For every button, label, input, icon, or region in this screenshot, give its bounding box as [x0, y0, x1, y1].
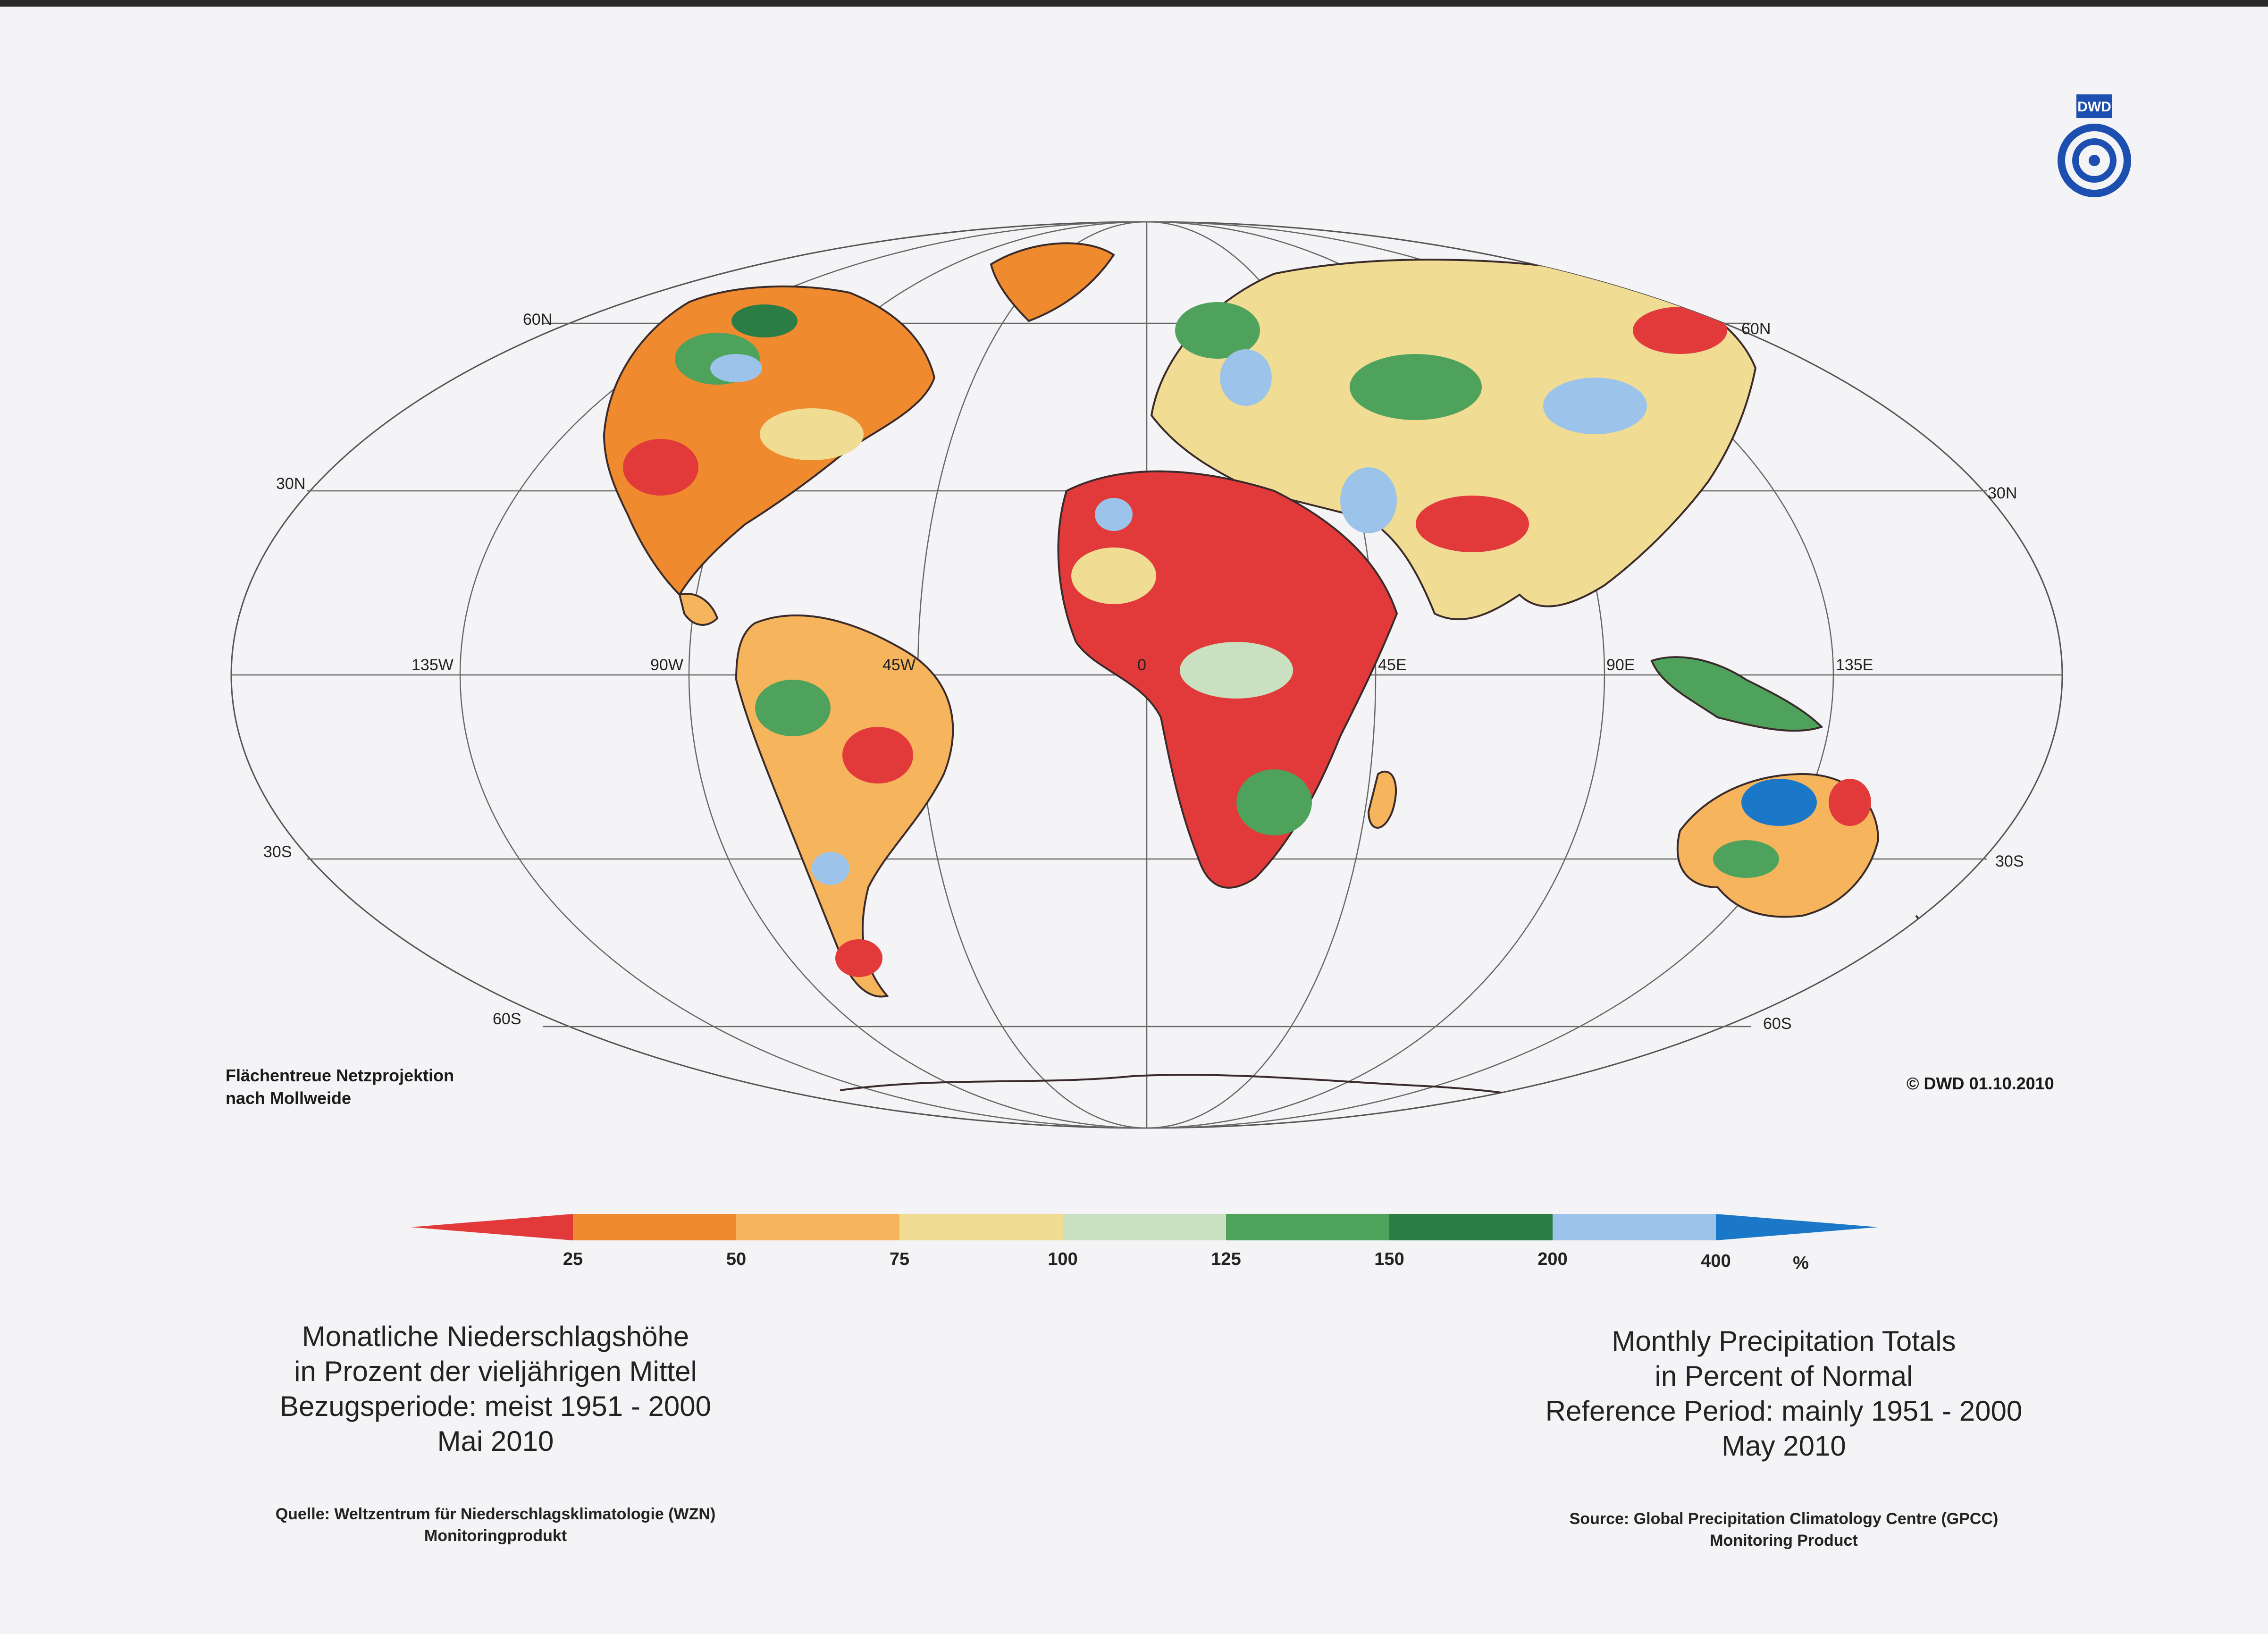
source-de-line1: Quelle: Weltzentrum für Niederschlagskli…: [275, 1505, 716, 1523]
title-en-line3: Reference Period: mainly 1951 - 2000: [1545, 1395, 2023, 1427]
title-de-line3: Bezugsperiode: meist 1951 - 2000: [280, 1390, 711, 1422]
dwd-logo-swirl-inner: [2089, 155, 2100, 166]
legend-tick-100: 100: [1048, 1249, 1077, 1269]
as-blob-2: [1543, 378, 1647, 434]
na-blob-2: [710, 354, 762, 382]
label-30s-left: 30S: [263, 843, 292, 861]
au-blob-3: [1829, 779, 1871, 826]
dwd-logo-banner: [2076, 94, 2112, 118]
legend-arrow-left: [411, 1214, 573, 1240]
legend-class-25-50: [573, 1214, 736, 1240]
antarctica: [840, 1074, 1586, 1115]
af-blob-3: [1236, 769, 1312, 835]
sa-blob-3: [812, 852, 849, 885]
legend-ticks: 25 50 75 100 125 150 200 400 %: [563, 1249, 1809, 1273]
south-america: [735, 614, 954, 998]
legend-tick-200: 200: [1537, 1249, 1567, 1269]
as-blob-4: [1633, 307, 1727, 354]
dwd-logo-swirl-outer: [2058, 124, 2131, 197]
legend-tick-75: 75: [890, 1249, 909, 1269]
greenland: [990, 242, 1115, 322]
source-en-line2: Monitoring Product: [1710, 1532, 1858, 1550]
as-blob-1: [1350, 354, 1482, 420]
label-135e: 135E: [1836, 656, 1873, 674]
scan-top-edge: [0, 0, 2268, 7]
source-german: Quelle: Weltzentrum für Niederschlagskli…: [212, 1503, 779, 1547]
latitude-labels: 60N 60N 30N 30N 30S 30S 60S 60S: [263, 311, 2024, 1033]
na-blob-5: [731, 304, 798, 337]
central-america: [678, 593, 719, 626]
legend-tick-150: 150: [1374, 1249, 1404, 1269]
title-de-line2: in Prozent der vieljährigen Mittel: [294, 1356, 697, 1387]
legend-arrow-right: [1716, 1214, 1878, 1240]
dwd-logo-text: DWD: [2077, 99, 2111, 115]
label-45w: 45W: [882, 656, 916, 674]
legend-class-100-125: [1063, 1214, 1226, 1240]
sa-blob-4: [835, 939, 882, 977]
source-de-line2: Monitoringprodukt: [424, 1527, 567, 1545]
label-30n-right: 30N: [1988, 484, 2017, 502]
source-en-line1: Source: Global Precipitation Climatology…: [1569, 1510, 1999, 1528]
legend-unit: %: [1793, 1253, 1809, 1273]
source-english: Source: Global Precipitation Climatology…: [1501, 1508, 2067, 1551]
projection-note-line2: nach Mollweide: [226, 1088, 352, 1108]
label-30s-right: 30S: [1995, 852, 2024, 870]
title-de-line4: Mai 2010: [437, 1425, 554, 1457]
label-60s-left: 60S: [493, 1010, 521, 1028]
af-blob-1: [1071, 547, 1156, 604]
label-60n-left: 60N: [523, 311, 552, 328]
madagascar: [1367, 770, 1397, 829]
na-blob-3: [623, 439, 698, 496]
continents: [603, 242, 1921, 1115]
legend-tick-400: 400: [1701, 1251, 1730, 1271]
na-blob-4: [760, 408, 864, 460]
dwd-logo-swirl-mid: [2072, 138, 2117, 183]
legend-tick-25: 25: [563, 1249, 583, 1269]
title-english: Monthly Precipitation Totals in Percent …: [1501, 1324, 2067, 1464]
title-en-line1: Monthly Precipitation Totals: [1612, 1325, 1956, 1357]
legend-tick-125: 125: [1211, 1249, 1241, 1269]
title-german: Monatliche Niederschlagshöhe in Prozent …: [236, 1319, 755, 1459]
legend-class-75-100: [899, 1214, 1063, 1240]
dwd-logo: DWD: [2058, 94, 2131, 197]
label-135w: 135W: [412, 656, 454, 674]
title-en-line2: in Percent of Normal: [1655, 1360, 1913, 1392]
label-90w: 90W: [650, 656, 683, 674]
label-60s-right: 60S: [1763, 1015, 1792, 1033]
label-0: 0: [1137, 656, 1146, 674]
eu-blob-1: [1175, 302, 1260, 359]
title-en-line4: May 2010: [1722, 1430, 1846, 1462]
sa-blob-2: [755, 680, 831, 736]
legend-class-50-75: [736, 1214, 899, 1240]
color-legend: [411, 1214, 1878, 1240]
af-blob-2: [1180, 642, 1293, 699]
label-30n-left: 30N: [276, 475, 305, 493]
sa-blob-1: [842, 727, 913, 783]
as-blob-5: [1340, 467, 1397, 533]
australia: [1676, 773, 1880, 918]
af-blob-4: [1095, 498, 1133, 531]
projection-note: Flächentreue Netzprojektion nach Mollwei…: [226, 1064, 454, 1110]
label-90e: 90E: [1606, 656, 1635, 674]
copyright: © DWD 01.10.2010: [1907, 1074, 2054, 1093]
title-de-line1: Monatliche Niederschlagshöhe: [302, 1321, 689, 1352]
label-60n-right: 60N: [1741, 320, 1771, 338]
legend-class-200-400: [1553, 1214, 1716, 1240]
legend-tick-50: 50: [726, 1249, 746, 1269]
new-zealand: [1906, 915, 1921, 954]
maritime-continent: [1650, 656, 1823, 732]
au-blob-1: [1741, 779, 1817, 826]
eu-blob-2: [1220, 349, 1272, 406]
longitude-labels: 135W 90W 45W 0 45E 90E 135E: [412, 656, 1873, 674]
legend-class-125-150: [1226, 1214, 1389, 1240]
au-blob-2: [1713, 840, 1779, 878]
projection-note-line1: Flächentreue Netzprojektion: [226, 1066, 454, 1085]
legend-class-150-200: [1389, 1214, 1553, 1240]
as-blob-3: [1416, 496, 1529, 552]
label-45e: 45E: [1378, 656, 1407, 674]
